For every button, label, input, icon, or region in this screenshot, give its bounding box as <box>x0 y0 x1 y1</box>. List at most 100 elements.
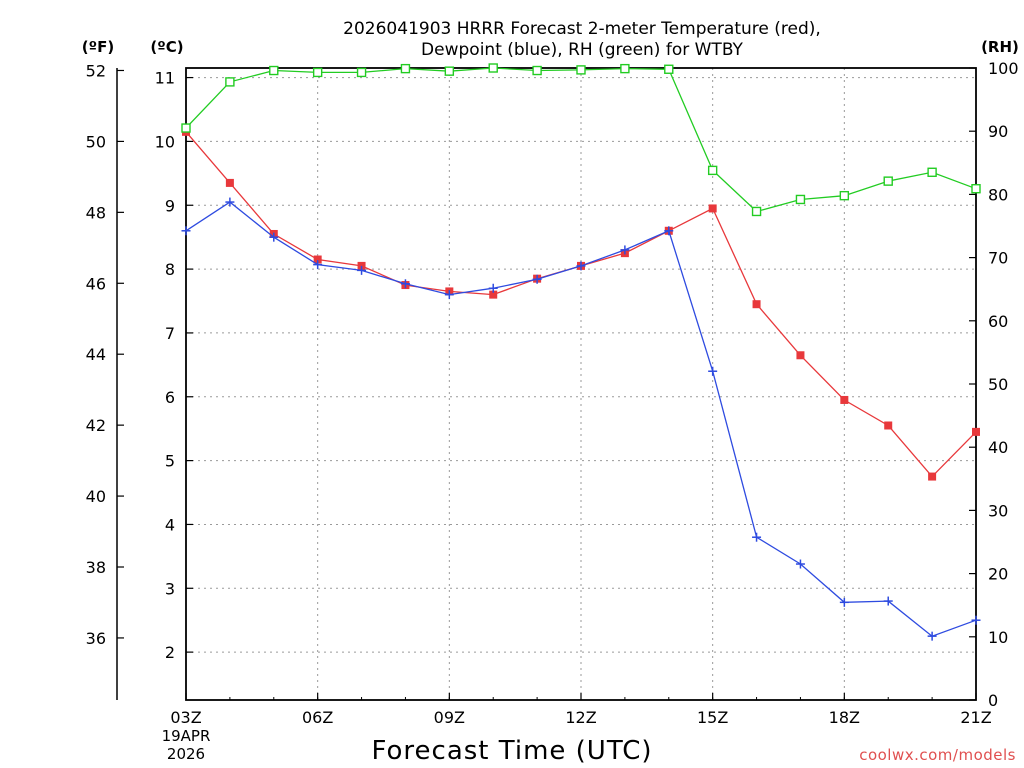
series-dewpoint <box>181 197 981 641</box>
celsius-tick-label: 2 <box>165 643 175 662</box>
x-tick-label: 21Z <box>960 708 991 727</box>
x-axis-date-month: 19APR <box>162 727 211 745</box>
x-tick-label: 09Z <box>434 708 465 727</box>
data-point-rh <box>444 66 455 76</box>
x-tick-label: 06Z <box>302 708 333 727</box>
rh-tick-label: 70 <box>988 249 1008 268</box>
data-point-dewpoint <box>664 226 674 236</box>
data-point-rh <box>225 77 235 87</box>
celsius-tick-label: 9 <box>165 196 175 215</box>
fahrenheit-tick-label: 52 <box>86 61 106 80</box>
data-point-dewpoint <box>400 279 410 289</box>
data-point-temperature <box>313 255 322 264</box>
data-point-temperature <box>225 178 234 187</box>
celsius-tick-label: 3 <box>165 579 175 598</box>
celsius-tick-label: 8 <box>165 260 175 279</box>
data-point-rh <box>751 206 762 217</box>
rh-tick-label: 80 <box>988 185 1008 204</box>
data-point-rh <box>620 63 630 74</box>
data-point-dewpoint <box>313 260 323 270</box>
data-point-dewpoint <box>357 265 367 275</box>
fahrenheit-tick-label: 38 <box>86 558 106 577</box>
celsius-tick-label: 5 <box>165 452 175 471</box>
x-tick-label: 03Z <box>170 708 201 727</box>
rh-tick-label: 0 <box>988 691 998 710</box>
chart-title: 2026041903 HRRR Forecast 2-meter Tempera… <box>343 19 821 39</box>
x-axis-ticks: 03Z 06Z 09Z 12Z 15Z 18Z 21Z <box>170 693 992 727</box>
fahrenheit-tick-label: 40 <box>86 487 106 506</box>
rh-axis-unit-label: (RH) <box>981 38 1019 56</box>
data-point-rh <box>269 65 279 76</box>
data-point-rh <box>664 64 674 74</box>
data-point-dewpoint <box>225 197 235 207</box>
data-point-rh <box>927 167 937 177</box>
rh-tick-label: 20 <box>988 565 1008 584</box>
data-point-dewpoint <box>576 261 586 271</box>
data-point-temperature <box>840 395 849 404</box>
fahrenheit-tick-label: 46 <box>86 274 106 293</box>
rh-tick-label: 100 <box>988 59 1019 78</box>
fahrenheit-tick-label: 50 <box>86 132 106 151</box>
rh-axis-ticks: 0 10 20 30 40 50 60 70 80 90 100 <box>969 59 1019 710</box>
celsius-axis-unit-label: (ºC) <box>150 38 183 56</box>
rh-tick-label: 90 <box>988 122 1008 141</box>
data-point-temperature <box>972 427 980 436</box>
rh-tick-label: 10 <box>988 628 1008 647</box>
data-point-temperature <box>489 290 498 299</box>
data-point-rh <box>312 67 323 78</box>
data-point-rh <box>181 123 191 133</box>
data-point-dewpoint <box>752 532 762 542</box>
celsius-tick-label: 11 <box>155 69 175 88</box>
data-point-dewpoint <box>708 366 718 376</box>
data-point-rh <box>839 190 850 201</box>
rh-tick-label: 30 <box>988 501 1008 520</box>
data-point-rh <box>488 63 498 73</box>
data-point-dewpoint <box>971 615 981 625</box>
x-axis-date-year: 2026 <box>167 745 205 763</box>
celsius-tick-label: 7 <box>165 324 175 343</box>
celsius-tick-label: 4 <box>165 515 175 534</box>
data-point-dewpoint <box>444 290 454 300</box>
data-point-rh <box>883 176 893 186</box>
data-point-dewpoint <box>620 245 630 255</box>
data-point-rh <box>356 67 367 78</box>
data-point-dewpoint <box>181 226 191 236</box>
fahrenheit-tick-label: 44 <box>86 345 106 364</box>
rh-tick-label: 50 <box>988 375 1008 394</box>
x-tick-label: 15Z <box>697 708 728 727</box>
data-point-dewpoint <box>839 597 849 607</box>
data-point-dewpoint <box>795 559 805 569</box>
rh-tick-label: 40 <box>988 438 1008 457</box>
x-tick-label: 18Z <box>829 708 860 727</box>
data-point-rh <box>400 63 411 74</box>
data-point-temperature <box>796 351 805 360</box>
data-point-dewpoint <box>532 274 542 284</box>
data-point-rh <box>532 65 542 76</box>
data-point-temperature <box>928 472 937 481</box>
data-point-temperature <box>752 300 761 309</box>
fahrenheit-tick-label: 36 <box>86 629 106 648</box>
celsius-axis-ticks: 2 3 4 5 6 7 8 9 10 11 <box>155 69 193 662</box>
celsius-tick-label: 10 <box>155 132 175 151</box>
data-point-dewpoint <box>269 232 279 242</box>
data-series <box>181 63 981 641</box>
data-point-rh <box>795 194 806 205</box>
data-point-dewpoint <box>927 631 937 641</box>
fahrenheit-tick-label: 42 <box>86 416 106 435</box>
data-point-rh <box>707 165 718 176</box>
data-point-dewpoint <box>488 283 498 293</box>
footer-credit: coolwx.com/models <box>859 746 1016 764</box>
series-rh <box>181 63 981 217</box>
fahrenheit-axis-unit-label: (ºF) <box>82 38 114 56</box>
data-point-dewpoint <box>883 596 893 606</box>
data-point-temperature <box>708 204 717 213</box>
rh-tick-label: 60 <box>988 312 1008 331</box>
data-point-rh <box>971 184 981 194</box>
fahrenheit-axis-ticks: 36 38 40 42 44 46 48 50 52 <box>86 61 124 648</box>
data-point-rh <box>576 65 586 75</box>
celsius-tick-label: 6 <box>165 388 175 407</box>
x-tick-label: 12Z <box>565 708 596 727</box>
fahrenheit-tick-label: 48 <box>86 203 106 222</box>
